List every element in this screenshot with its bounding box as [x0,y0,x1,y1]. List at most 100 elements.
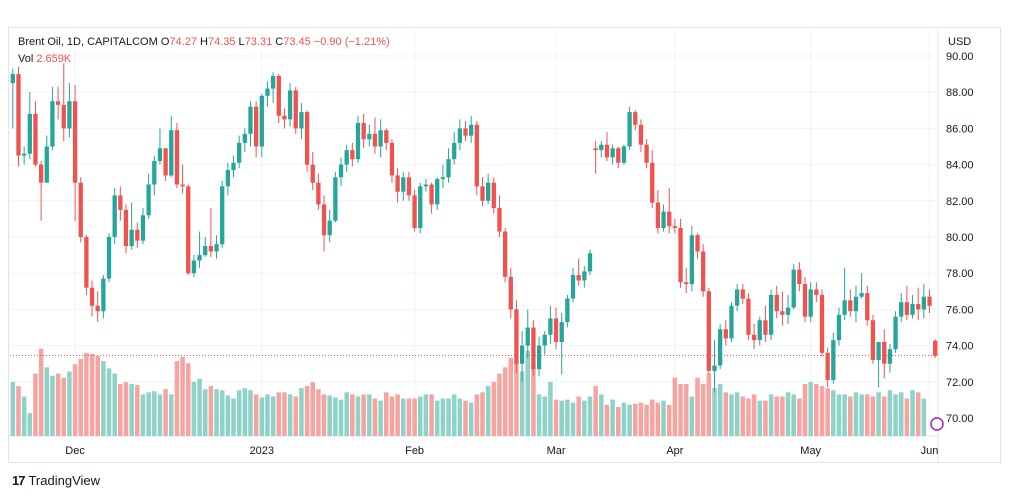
volume-bar [582,400,587,436]
candle-body [859,293,864,297]
volume-bar [129,384,134,436]
volume-bar [565,399,570,436]
volume-bar [666,404,672,436]
volume-bar [548,381,553,436]
volume-bar [700,384,706,436]
volume-bar [27,413,33,436]
candle-body [418,186,423,228]
candle-body [214,244,219,252]
candle-body [899,302,904,317]
candle-body [876,341,881,361]
tradingview-brand[interactable]: 17 TradingView [12,473,100,488]
candle-body [519,345,525,364]
volume-bar [870,396,876,436]
volume-bar [174,361,180,436]
go-to-realtime-icon[interactable] [930,417,944,431]
volume-bar [423,394,429,436]
volume-bar [593,386,598,436]
candle-body [412,195,417,228]
candle-body [169,130,174,176]
candle-body [684,282,689,285]
candle-body [616,148,621,163]
y-tick-label: 82.00 [946,196,974,208]
volume-bar [197,378,202,436]
volume-bar [95,355,100,436]
y-tick-label: 84.00 [946,160,974,172]
candle-body [469,124,474,136]
volume-bar [644,404,649,436]
volume-bar [202,389,208,436]
volume-bar [519,371,525,436]
candle-body [536,345,542,370]
candle-body [678,227,683,283]
volume-bar [231,398,236,436]
candle-body [367,133,372,140]
candle-body [480,186,485,201]
volume-bar [525,350,531,436]
candle-body [287,90,293,120]
candle-body [282,115,287,120]
candle-body [27,113,32,154]
candle-body [582,271,587,281]
candle-body [887,349,893,364]
volume-bar [621,402,627,436]
volume-bar [695,377,700,436]
volume-value: 2.659K [36,53,72,65]
candle-body [802,284,808,317]
volume-bar [576,396,581,436]
candle-body [604,144,610,158]
volume-bar [915,392,921,436]
volume-bar [389,396,395,436]
x-tick-label: May [800,445,821,457]
volume-bar [259,397,265,436]
volume-bar [570,402,576,436]
volume-bar [768,394,774,436]
candle-body [152,160,157,185]
x-tick-label: 2023 [250,445,274,457]
volume-bar [797,398,802,436]
volume-bar [208,386,214,436]
candle-body [231,162,236,171]
candle-body [717,329,723,366]
volume-bar [712,388,717,436]
volume-bar [474,394,480,436]
candle-body [389,142,395,176]
candle-body [774,294,779,312]
candle-body [253,106,259,147]
y-tick-label: 76.00 [946,304,974,316]
candle-body [180,184,185,187]
candle-body [338,164,344,178]
candle-body [785,307,791,315]
high-value: 74.35 [207,36,236,48]
y-tick-label: 78.00 [946,268,974,280]
legend-volume: Vol 2.659K [18,53,71,65]
volume-bar [802,384,808,436]
candle-body [921,296,927,310]
volume-bar [446,398,451,436]
volume-bar [434,400,440,436]
volume-bar [248,390,253,436]
volume-bar [638,402,644,436]
x-tick-label: Apr [666,445,683,457]
candle-body [203,246,208,256]
volume-bar [780,396,785,436]
candle-body [372,133,378,147]
candle-body [440,177,446,180]
volume-bar [84,352,89,436]
volume-bar [898,392,904,436]
volume-bar [633,403,638,436]
volume-bar [157,394,163,436]
candle-body [208,246,214,252]
volume-bar [887,390,893,436]
volume-bar [44,367,50,436]
volume-bar [101,361,106,436]
volume-bar [757,400,763,436]
volume-bar [67,371,72,436]
candle-body [350,150,355,160]
candle-body [10,74,15,84]
volume-bar [859,394,864,436]
volume-bar [491,381,497,436]
candle-body [933,340,938,356]
candle-body [89,287,95,306]
